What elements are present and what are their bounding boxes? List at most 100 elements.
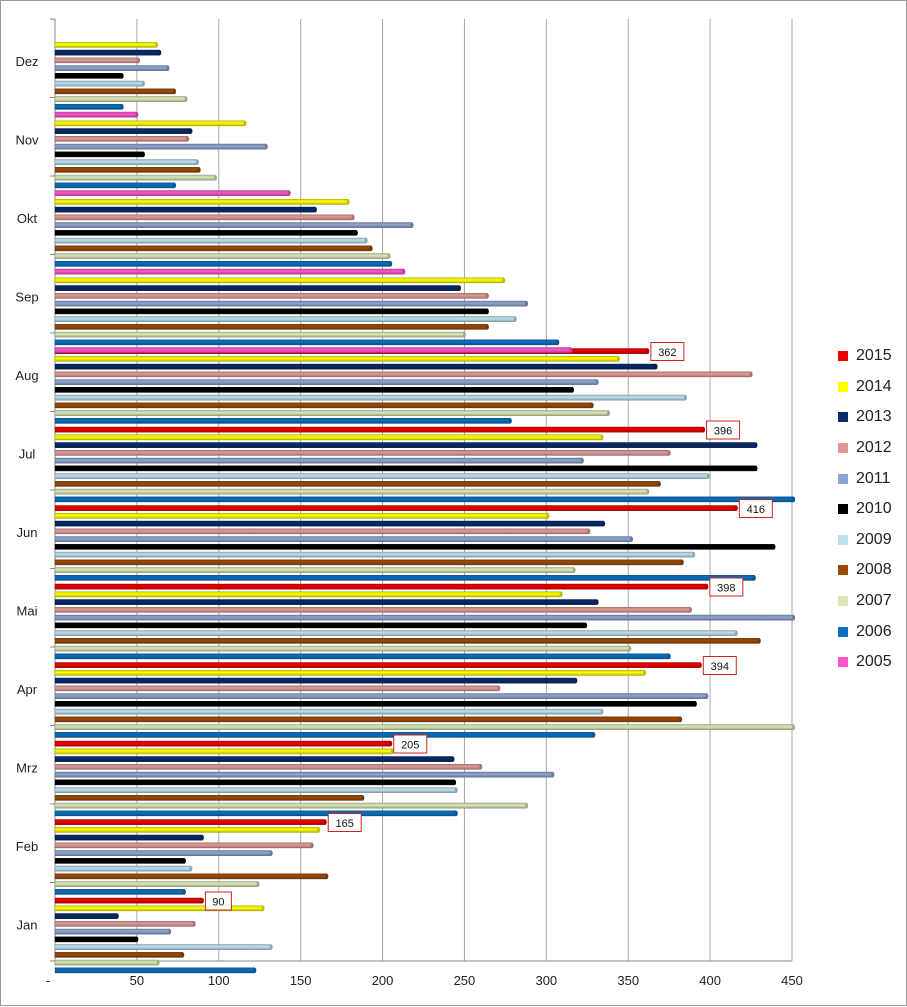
bar-cap [189, 128, 193, 134]
bar-cap [595, 599, 599, 605]
x-tick-label: 300 [535, 973, 557, 988]
bar-2010-Aug [54, 387, 573, 393]
bar-cap [734, 630, 738, 636]
bar-2010-Sep [54, 308, 488, 315]
bar-2009-Apr [54, 708, 603, 715]
data-label: 205 [401, 740, 419, 752]
bar-2006-Jul [54, 496, 794, 503]
category-label: Jul [19, 447, 36, 462]
bar-2010-Apr [54, 701, 696, 707]
bar-cap [592, 732, 596, 738]
bar-cap [451, 756, 455, 762]
category-label: Sep [15, 290, 38, 305]
y-axis-categories: Jan Feb Mrz Apr Mai Jun Jul Aug Sep Okt Nov Dez [15, 18, 55, 962]
bar-2010-Mai [54, 622, 586, 629]
category-label: Dez [15, 54, 38, 69]
bar-2012-Mai [54, 607, 691, 613]
bar-2008-Dez [54, 88, 175, 95]
bar-cap [616, 356, 620, 362]
bar-cap [680, 559, 684, 565]
bar-cap [454, 810, 458, 816]
bar-cap [792, 724, 796, 730]
bar-2007-Sep [54, 331, 465, 338]
bar-2005-Sep [54, 347, 572, 353]
bar-2008-Nov [54, 167, 200, 173]
legend-swatch [838, 565, 848, 576]
bar-cap [654, 364, 658, 370]
bar-cap [402, 269, 406, 275]
category-label: Okt [17, 211, 38, 226]
bar-cap [667, 450, 671, 456]
data-labels: 90 165 205 394 398 416 396 362 [204, 342, 773, 911]
bar-cap [351, 214, 355, 220]
legend-item-2013: 2013 [838, 402, 904, 433]
category-label: Mrz [16, 761, 38, 776]
bar-2014-Okt [54, 199, 349, 205]
bar-2007-Dez [54, 96, 187, 102]
bar-cap [752, 575, 756, 581]
legend-label: 2015 [856, 347, 892, 365]
bar-2007-Jun [54, 567, 575, 573]
bar-cap [200, 898, 204, 904]
bar-2008-Feb [54, 873, 328, 880]
bar-cap [264, 144, 268, 150]
bar-2013-Feb [54, 834, 203, 841]
x-axis-ticks: - 50 100 150 200 250 300 350 400 450 [46, 973, 803, 988]
legend-swatch [838, 351, 848, 362]
category-label: Mai [17, 604, 38, 619]
bar-2006-Jun [54, 575, 755, 581]
bar-2011-Mai [54, 614, 794, 621]
bar-cap [369, 245, 373, 251]
bar-2009-Jul [54, 473, 709, 479]
bar-cap [256, 881, 260, 887]
legend-swatch [838, 596, 848, 607]
bar-2013-Dez [54, 49, 161, 56]
bar-2009-Sep [54, 316, 516, 322]
bar-2011-Jul [54, 457, 583, 464]
bar-cap [684, 395, 688, 401]
category-label: Jan [17, 918, 38, 933]
bar-2015-Mrz [54, 740, 391, 747]
legend-item-2007: 2007 [838, 586, 904, 617]
data-label: 90 [212, 897, 224, 909]
bar-2011-Feb [54, 850, 272, 856]
bar-2015-Apr [54, 662, 701, 668]
bar-2013-Mai [54, 599, 598, 605]
legend-label: 2012 [856, 439, 892, 457]
data-label: 394 [711, 661, 729, 673]
bar-2010-Okt [54, 230, 357, 236]
bar-cap [137, 57, 141, 63]
bar-2008-Aug [54, 402, 593, 409]
bar-cap [168, 929, 172, 935]
bar-cap [698, 662, 702, 668]
bar-2010-Feb [54, 858, 185, 864]
legend-swatch [838, 473, 848, 484]
bar-2012-Jul [54, 450, 670, 456]
bar-2015-Jun [54, 505, 737, 511]
bar-2014-Jun [54, 513, 549, 519]
bar-cap [346, 199, 350, 205]
bar-cap [361, 795, 365, 801]
x-tick-label: 50 [130, 973, 144, 988]
bar-2011-Jan [54, 928, 170, 935]
bar-cap [525, 803, 529, 809]
legend-swatch [838, 657, 848, 668]
bar-2006-Nov [54, 182, 175, 189]
bar-cap [453, 779, 457, 785]
bar-cap [135, 936, 139, 942]
bar-2010-Dez [54, 73, 123, 79]
x-tick-label: 400 [699, 973, 721, 988]
bar-cap [772, 544, 776, 550]
bar-2009-Mai [54, 630, 737, 636]
bar-2008-Okt [54, 245, 372, 252]
bar-2010-Nov [54, 151, 144, 158]
bar-cap [688, 607, 692, 613]
bar-cap [607, 410, 611, 416]
category-label: Nov [15, 133, 39, 148]
bar-2009-Aug [54, 394, 686, 401]
bar-cap [364, 238, 368, 244]
legend-swatch [838, 381, 848, 392]
bar-cap [189, 866, 193, 872]
bar-cap [574, 678, 578, 684]
data-label-box [738, 499, 773, 518]
